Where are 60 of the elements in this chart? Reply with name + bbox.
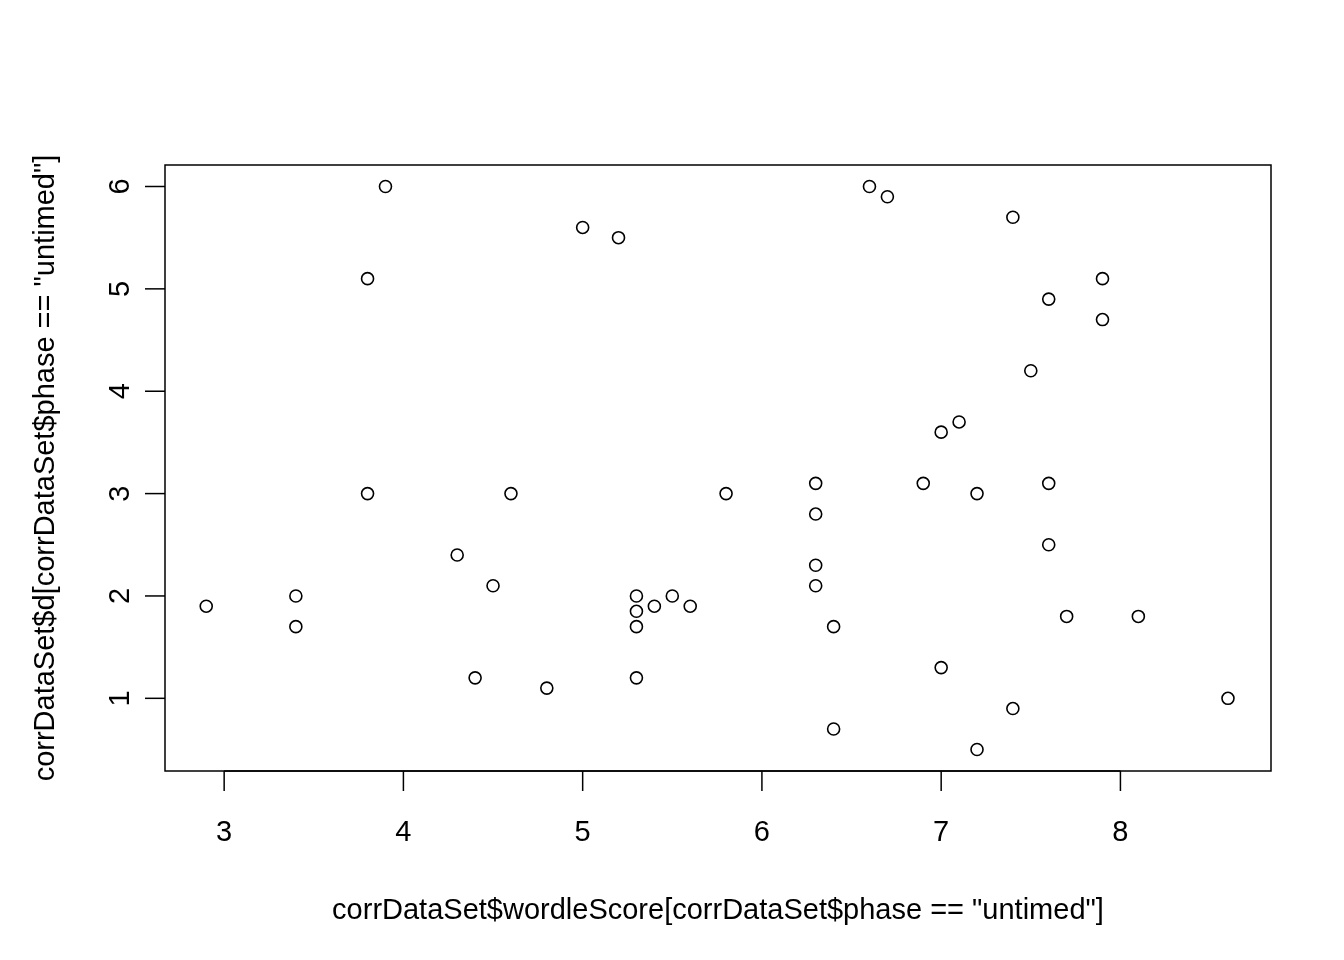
point bbox=[629, 671, 644, 685]
point bbox=[360, 486, 375, 501]
point bbox=[862, 179, 877, 194]
y-tick-label: 2 bbox=[103, 587, 135, 605]
point bbox=[289, 589, 303, 603]
point bbox=[1041, 292, 1056, 306]
point bbox=[611, 230, 626, 245]
x-tick-label: 8 bbox=[1112, 815, 1129, 847]
point bbox=[970, 742, 984, 757]
x-tick-label: 3 bbox=[216, 815, 233, 847]
y-tick-label: 3 bbox=[103, 485, 135, 502]
y-tick-label: 4 bbox=[103, 383, 135, 400]
point bbox=[540, 681, 554, 695]
y-axis-title: corrDataSet$d[corrDataSet$phase == "untimed"] bbox=[28, 154, 60, 782]
point bbox=[916, 476, 931, 491]
x-tick-label: 4 bbox=[395, 815, 412, 847]
point bbox=[934, 660, 948, 675]
point bbox=[665, 589, 680, 603]
point bbox=[378, 179, 393, 194]
point bbox=[826, 722, 841, 736]
point bbox=[629, 589, 644, 603]
point bbox=[880, 189, 895, 204]
point bbox=[719, 486, 733, 501]
point bbox=[1221, 691, 1235, 706]
point bbox=[683, 599, 698, 613]
point bbox=[1095, 271, 1110, 286]
point bbox=[934, 425, 948, 439]
point bbox=[808, 578, 823, 593]
point bbox=[1095, 312, 1110, 327]
point bbox=[1006, 701, 1020, 716]
x-tick-label: 6 bbox=[753, 815, 770, 847]
point bbox=[629, 604, 644, 619]
point bbox=[360, 271, 375, 286]
y-tick-label: 1 bbox=[103, 690, 135, 707]
point bbox=[1006, 210, 1020, 225]
point bbox=[450, 548, 464, 562]
point bbox=[952, 415, 966, 429]
x-axis-title: corrDataSet$wordleScore[corrDataSet$phase == "untimed"] bbox=[332, 893, 1104, 925]
point bbox=[970, 486, 984, 501]
y-tick-label: 6 bbox=[103, 178, 135, 195]
x-tick-label: 7 bbox=[933, 815, 950, 847]
point bbox=[199, 599, 214, 613]
point bbox=[808, 507, 823, 521]
point bbox=[468, 671, 482, 685]
point bbox=[808, 476, 823, 491]
point bbox=[289, 619, 303, 634]
point bbox=[808, 558, 823, 573]
x-tick-label: 5 bbox=[574, 815, 591, 847]
point bbox=[629, 619, 644, 634]
point bbox=[1059, 609, 1074, 624]
point bbox=[1131, 609, 1146, 624]
point bbox=[647, 599, 662, 613]
point bbox=[1041, 476, 1056, 491]
point bbox=[1041, 537, 1056, 552]
point bbox=[504, 486, 518, 501]
point bbox=[826, 619, 841, 634]
point bbox=[1024, 363, 1038, 378]
point bbox=[486, 578, 500, 593]
point bbox=[575, 220, 590, 235]
y-tick-label: 5 bbox=[103, 280, 135, 297]
